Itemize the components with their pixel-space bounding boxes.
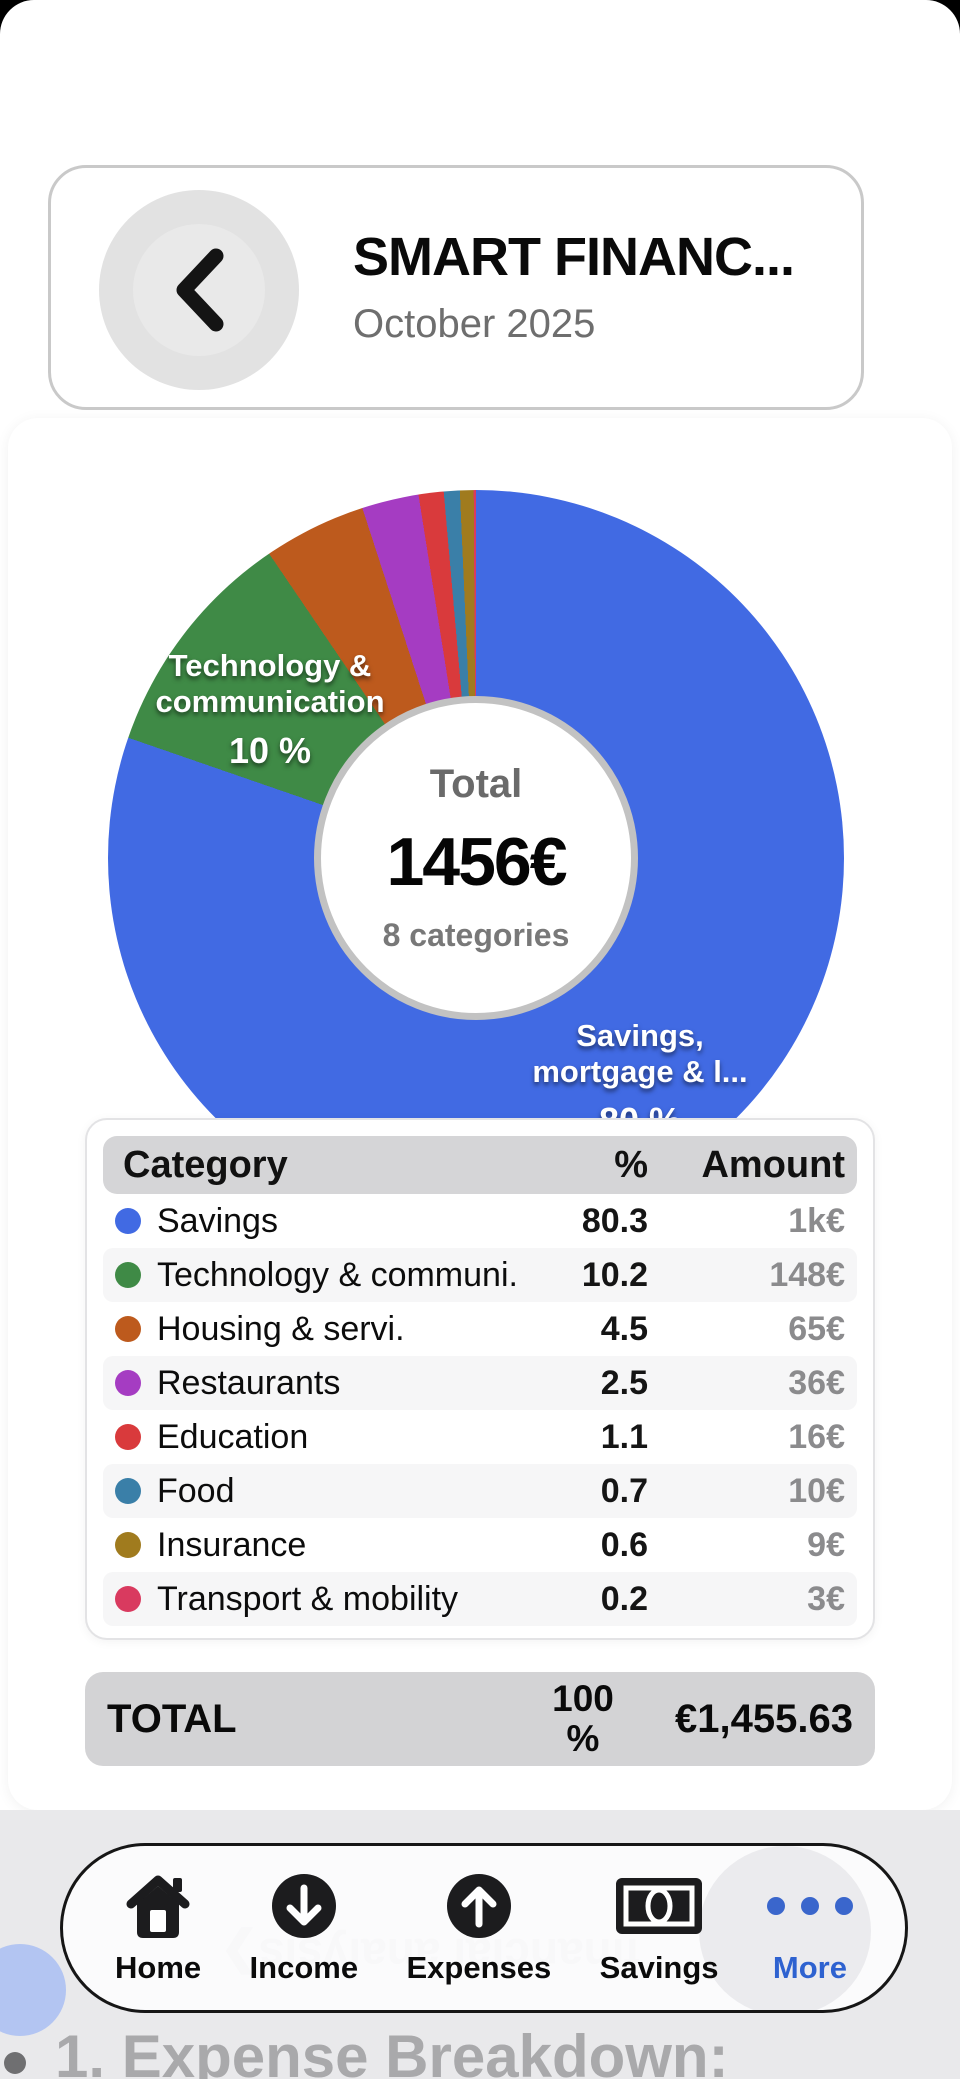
table-row[interactable]: Restaurants 2.5 36€ — [103, 1356, 857, 1410]
category-table: Category % Amount Savings 80.3 1k€ Technolo… — [85, 1118, 875, 1640]
category-color-dot — [115, 1262, 141, 1288]
category-percent: 4.5 — [600, 1309, 648, 1348]
page-title: SMART FINANC... — [353, 227, 795, 287]
nav-label-expenses: Expenses — [406, 1950, 552, 1985]
nav-item-savings[interactable]: Savings — [600, 1870, 719, 1986]
nav-item-more[interactable]: More — [766, 1870, 853, 1986]
table-row[interactable]: Savings 80.3 1k€ — [103, 1194, 857, 1248]
category-table-body: Savings 80.3 1k€ Technology & communi... 10.… — [103, 1194, 857, 1626]
category-percent: 0.7 — [600, 1471, 648, 1510]
donut-center: Total 1456€ 8 categories — [314, 696, 638, 1020]
donut-center-value: 1456€ — [386, 824, 567, 900]
category-color-dot — [115, 1316, 141, 1342]
page-subtitle: October 2025 — [353, 302, 596, 346]
category-percent: 0.6 — [600, 1525, 648, 1564]
category-color-dot — [115, 1478, 141, 1504]
donut-center-label: Total — [429, 762, 523, 806]
total-amount: €1,455.63 — [675, 1696, 853, 1741]
home-icon — [126, 1875, 190, 1938]
category-amount: 65€ — [788, 1309, 845, 1348]
table-row[interactable]: Technology & communi... 10.2 148€ — [103, 1248, 857, 1302]
header-card: SMART FINANC... October 2025 — [48, 165, 864, 410]
nav-label-more: More — [772, 1950, 847, 1985]
chevron-left-icon — [176, 248, 224, 332]
total-row: TOTAL 100 % €1,455.63 — [85, 1672, 875, 1766]
category-name: Transport & mobility — [157, 1579, 459, 1618]
total-label: TOTAL — [107, 1696, 237, 1741]
category-percent: 10.2 — [581, 1255, 648, 1294]
back-button[interactable] — [99, 190, 299, 390]
category-percent: 2.5 — [600, 1363, 648, 1402]
category-name: Insurance — [157, 1525, 307, 1564]
category-amount: 148€ — [769, 1255, 845, 1294]
category-color-dot — [115, 1424, 141, 1450]
category-color-dot — [115, 1532, 141, 1558]
table-row[interactable]: Insurance 0.6 9€ — [103, 1518, 857, 1572]
nav-label-savings: Savings — [599, 1950, 719, 1985]
table-row[interactable]: Housing & servi. 4.5 65€ — [103, 1302, 857, 1356]
nav-label-home: Home — [115, 1950, 202, 1985]
back-button-inner — [133, 224, 265, 356]
more-active-highlight — [699, 1846, 871, 2010]
donut-center-subtitle: 8 categories — [382, 917, 570, 953]
category-percent: 80.3 — [581, 1201, 648, 1240]
category-name: Technology & communi... — [157, 1255, 518, 1294]
table-header-row: Category % Amount — [103, 1136, 857, 1194]
category-color-dot — [115, 1370, 141, 1396]
category-name: Education — [157, 1417, 309, 1456]
category-name: Savings — [157, 1201, 278, 1240]
nav-item-expenses[interactable]: Expenses — [406, 1870, 551, 1986]
category-color-dot — [115, 1208, 141, 1234]
bottom-nav: Home Income Expenses — [60, 1843, 908, 2013]
category-percent: 1.1 — [600, 1417, 648, 1456]
arrow-up-circle-icon — [446, 1874, 511, 1938]
table-row[interactable]: Education 1.1 16€ — [103, 1410, 857, 1464]
banknote-icon — [616, 1878, 703, 1934]
category-amount: 9€ — [807, 1525, 845, 1564]
category-color-dot — [115, 1586, 141, 1612]
nav-item-income[interactable]: Income — [249, 1870, 359, 1986]
category-percent: 0.2 — [600, 1579, 648, 1618]
category-amount: 36€ — [788, 1363, 845, 1402]
category-amount: 10€ — [788, 1471, 845, 1510]
category-name: Housing & servi. — [157, 1309, 405, 1348]
arrow-down-circle-icon — [271, 1874, 336, 1938]
ellipsis-icon — [766, 1897, 853, 1915]
category-name: Restaurants — [157, 1363, 341, 1402]
header-text: SMART FINANC... October 2025 — [353, 226, 833, 347]
nav-label-income: Income — [249, 1950, 359, 1985]
category-amount: 3€ — [807, 1579, 845, 1618]
background-list-dot — [4, 2052, 26, 2074]
table-header-percent: % — [614, 1143, 648, 1186]
table-row[interactable]: Food 0.7 10€ — [103, 1464, 857, 1518]
category-amount: 16€ — [788, 1417, 845, 1456]
category-name: Food — [157, 1471, 235, 1510]
table-header-category: Category — [123, 1143, 288, 1186]
total-percent: 100 % — [552, 1678, 614, 1759]
table-row[interactable]: Transport & mobility 0.2 3€ — [103, 1572, 857, 1626]
background-section-heading: 1. Expense Breakdown: — [55, 2023, 729, 2079]
table-header-amount: Amount — [701, 1143, 845, 1186]
category-amount: 1k€ — [788, 1201, 845, 1240]
nav-item-home[interactable]: Home — [115, 1870, 201, 1986]
